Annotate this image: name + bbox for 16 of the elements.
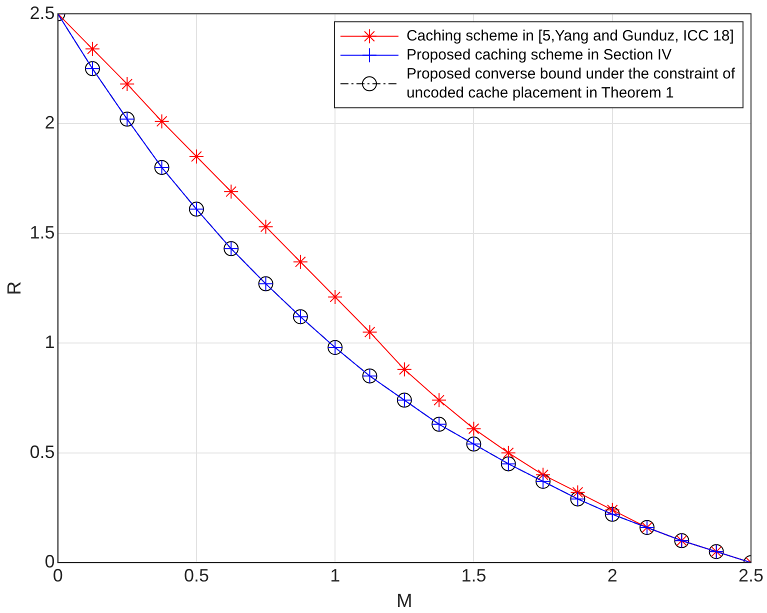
legend-label: Proposed converse bound under the constraint of uncoded cache placement in Theorem 1 (406, 65, 736, 102)
x-tick-label: 2 (607, 565, 618, 586)
y-tick-label: 1 (44, 332, 55, 352)
y-tick-label: 1.5 (30, 222, 55, 242)
x-tick-label: 2.5 (738, 565, 764, 586)
y-tick-label: 2.5 (30, 2, 55, 23)
x-tick-label: 1.5 (461, 565, 486, 586)
y-tick-label: 2 (44, 112, 55, 133)
y-axis-title: R (4, 281, 26, 296)
y-tick-label: 0 (44, 552, 55, 572)
x-axis-title: M (396, 590, 412, 612)
x-tick-label: 1 (330, 565, 340, 586)
y-tick-label: 0.5 (30, 442, 55, 462)
legend-label: Proposed caching scheme in Section IV (406, 46, 672, 64)
legend-label: Caching scheme in [5,Yang and Gunduz, ICC 18] (406, 27, 734, 44)
x-tick-label: 0.5 (184, 565, 209, 586)
